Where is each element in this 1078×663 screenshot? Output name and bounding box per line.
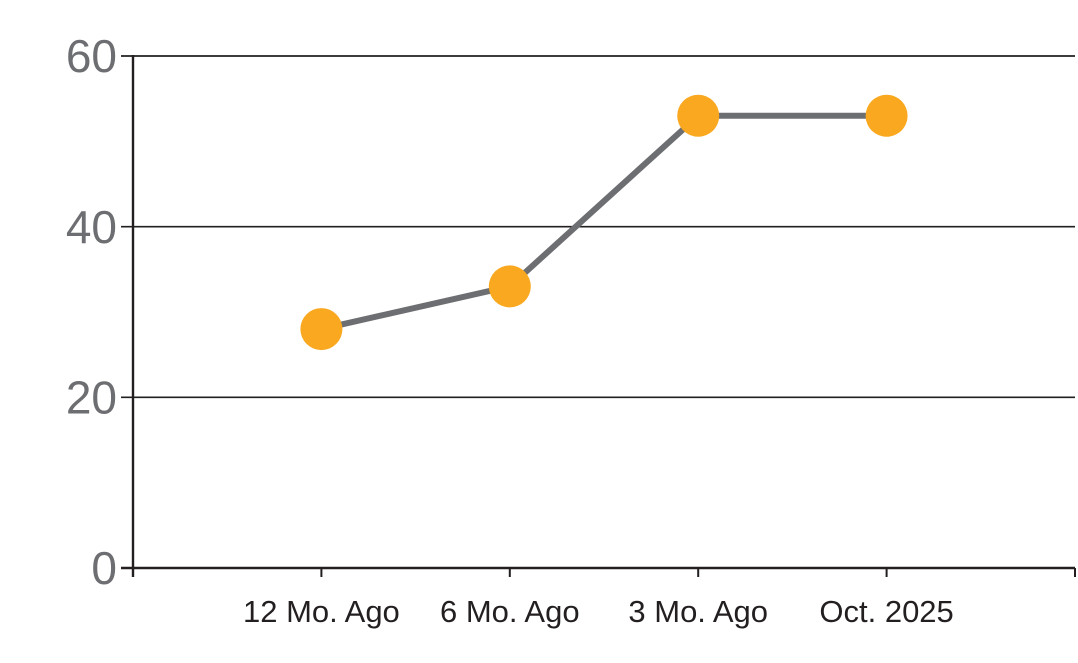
- data-point: [300, 308, 343, 351]
- y-tick-label: 0: [91, 542, 117, 594]
- data-line: [318, 112, 890, 333]
- y-tick-label: 60: [66, 30, 117, 82]
- x-tick-label: 6 Mo. Ago: [440, 594, 580, 629]
- x-tick-label: Oct. 2025: [819, 594, 953, 629]
- x-tick-label: 3 Mo. Ago: [628, 594, 768, 629]
- data-point: [488, 265, 531, 308]
- x-tick-label: 12 Mo. Ago: [243, 594, 400, 629]
- data-point: [865, 94, 908, 137]
- y-tick-label: 40: [66, 201, 117, 253]
- y-tick-label: 20: [66, 371, 117, 423]
- data-point: [677, 94, 720, 137]
